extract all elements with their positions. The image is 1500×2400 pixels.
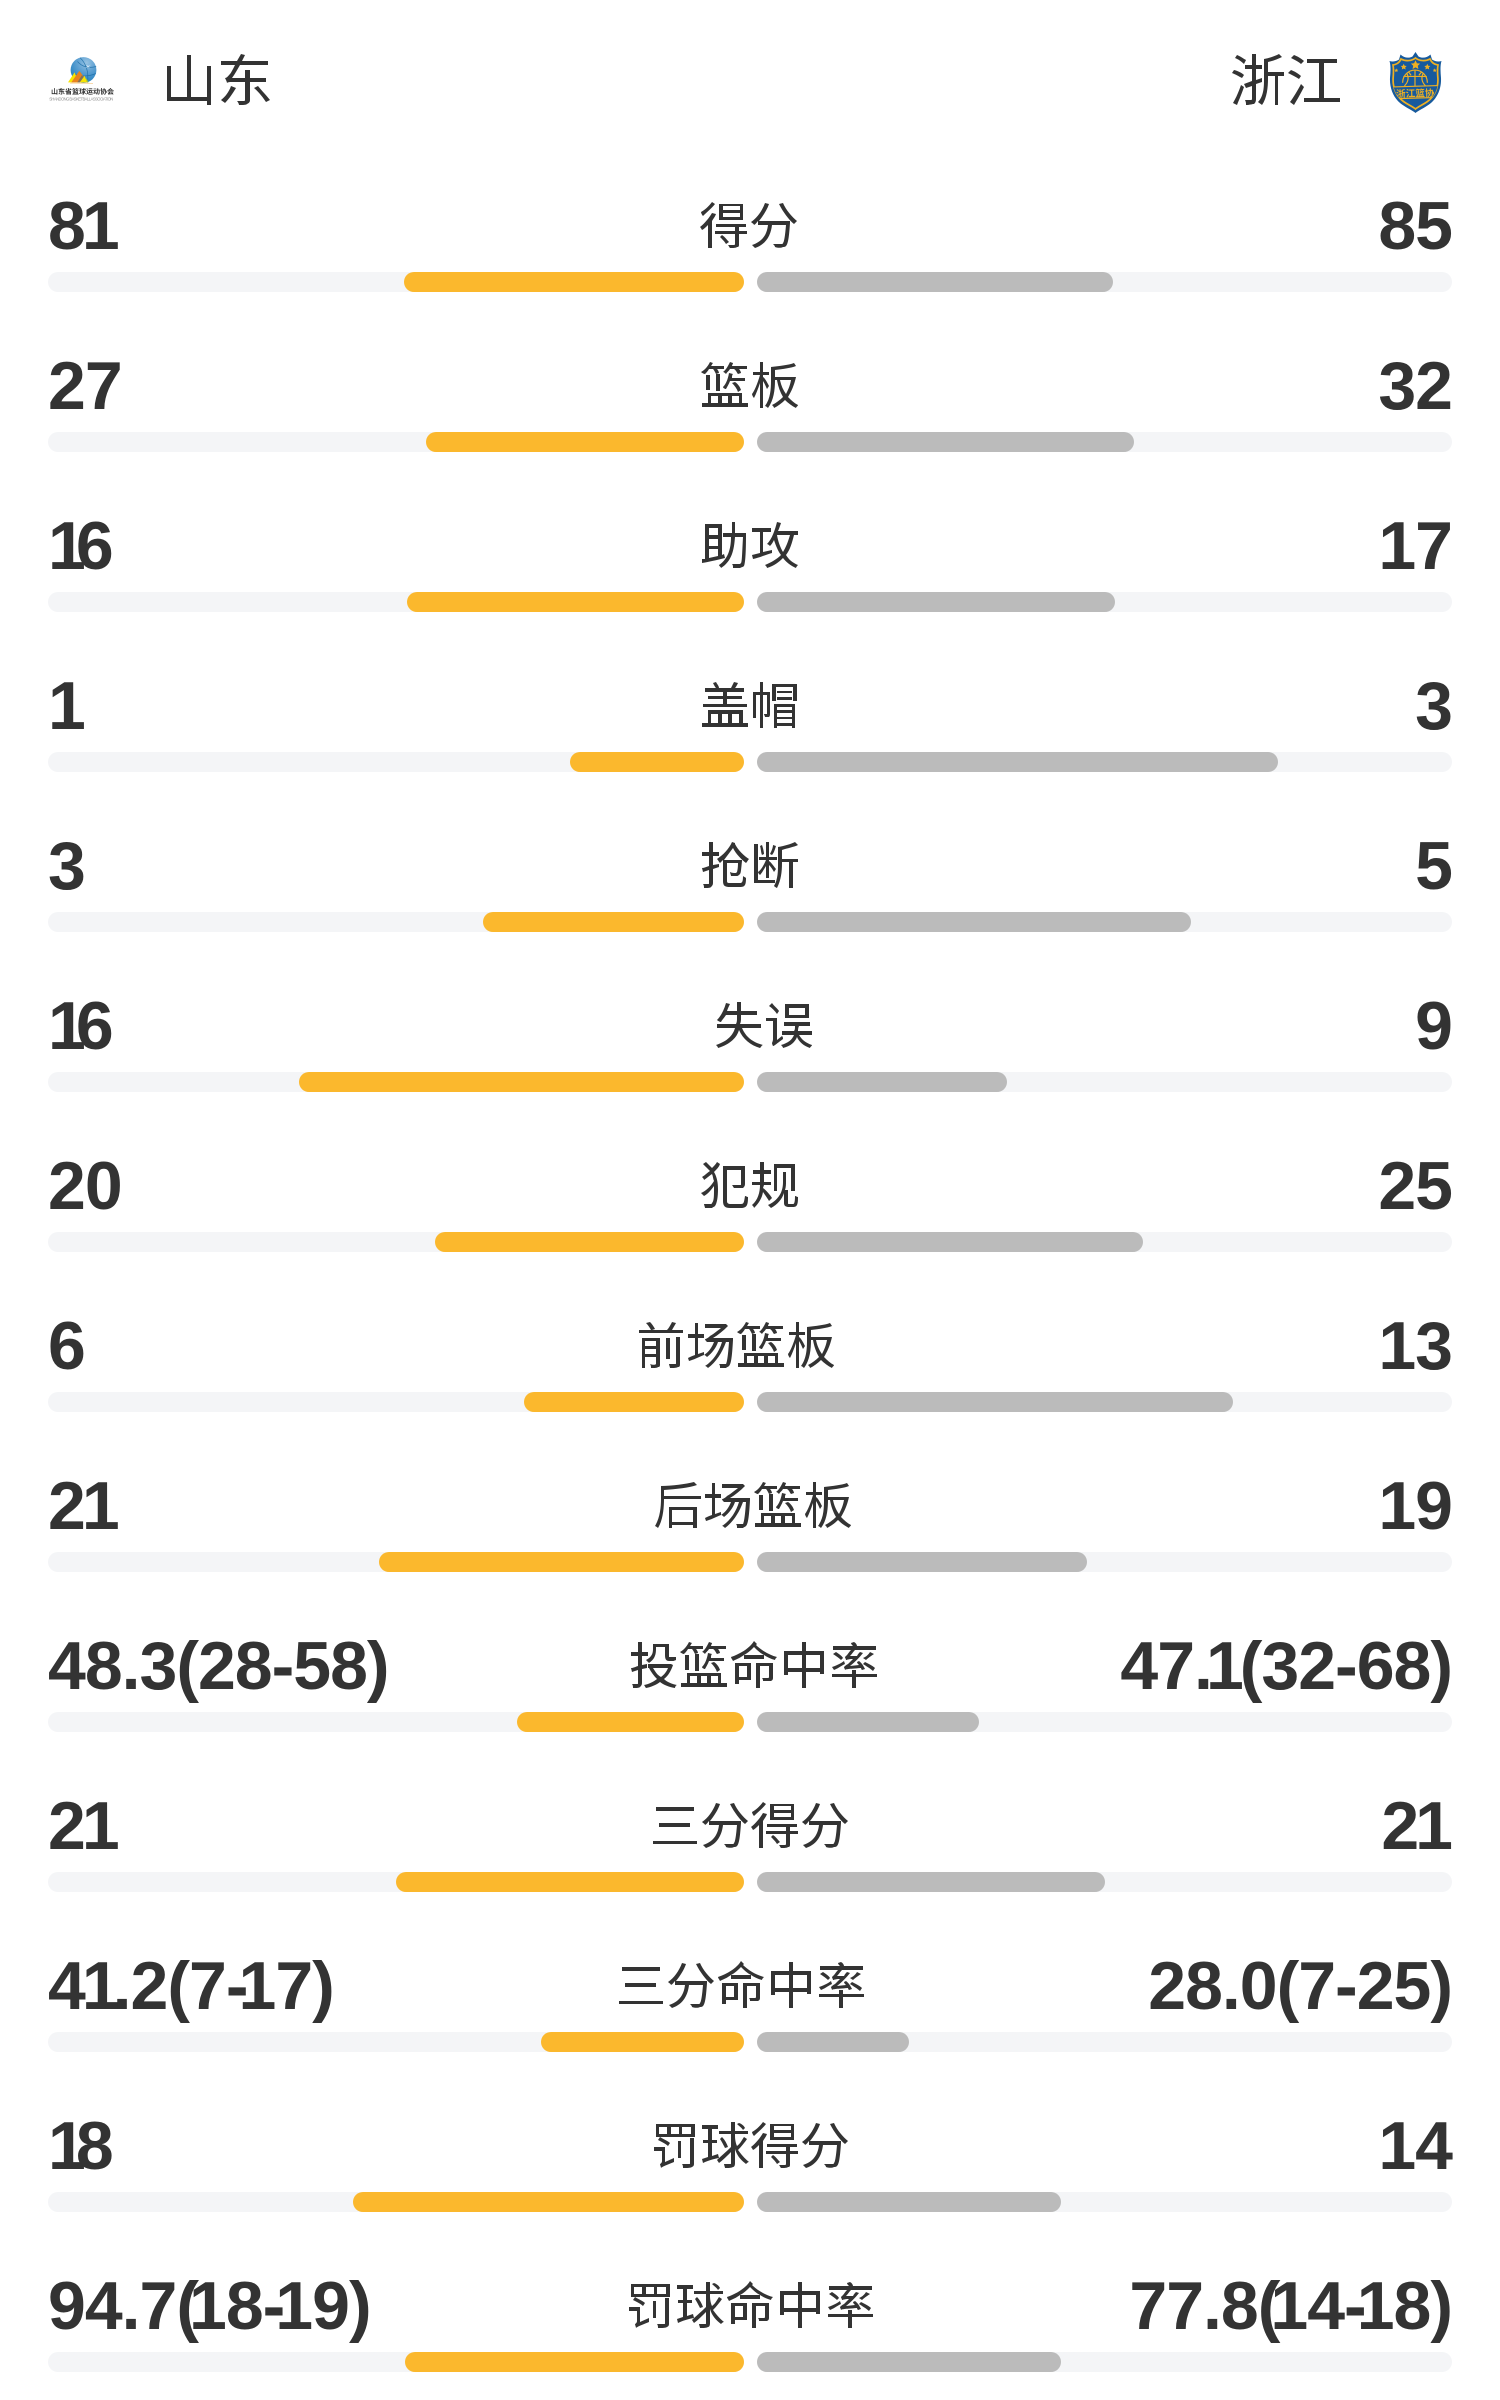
svg-text:SHANDONG BASKETBALL ASSOCIATIO: SHANDONG BASKETBALL ASSOCIATION	[49, 96, 113, 101]
